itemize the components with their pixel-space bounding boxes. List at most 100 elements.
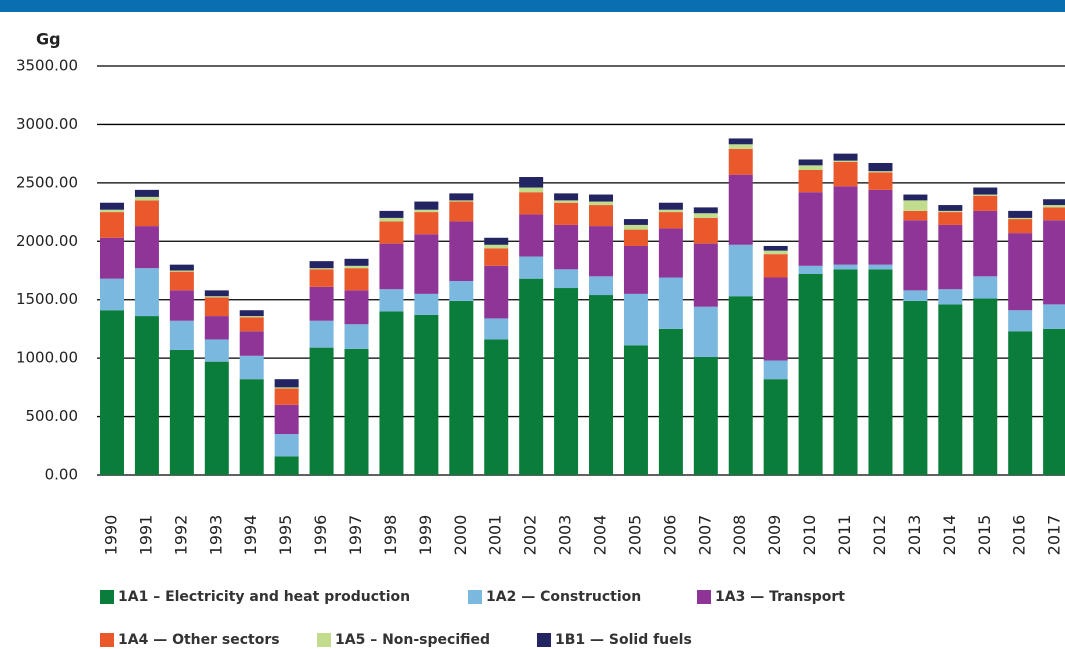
- x-tick-label: 2013: [905, 515, 924, 556]
- legend-label: 1A5 – Non-specified: [335, 632, 490, 648]
- x-tick-label: 2001: [486, 515, 505, 556]
- bar-segment: [449, 281, 474, 301]
- bar-segment: [309, 269, 334, 287]
- bar-segment: [449, 193, 474, 201]
- bar-segment: [379, 311, 404, 475]
- bar-segment: [1008, 310, 1033, 332]
- bar-segment: [973, 298, 998, 475]
- bar-segment: [763, 254, 788, 278]
- bar-segment: [1008, 217, 1033, 220]
- bar-segment: [833, 153, 858, 161]
- bar-segment: [1008, 219, 1033, 234]
- bar-segment: [693, 306, 718, 357]
- bar-segment: [554, 269, 579, 289]
- x-tick-label: 2006: [660, 515, 679, 556]
- y-tick-label: 1500.00: [16, 290, 78, 308]
- bar-segment: [903, 290, 928, 301]
- bar-segment: [1008, 233, 1033, 311]
- bar-segment: [554, 202, 579, 225]
- bar-segment: [519, 177, 544, 188]
- bar-segment: [449, 300, 474, 475]
- bar-segment: [833, 186, 858, 265]
- bar-segment: [1008, 210, 1033, 218]
- bar-segment: [798, 192, 823, 266]
- bar-segment: [204, 339, 229, 362]
- legend-label: 1B1 — Solid fuels: [555, 632, 692, 648]
- bar-segment: [169, 270, 194, 272]
- x-tick-label: 1996: [311, 515, 330, 556]
- bar-segment: [658, 328, 683, 475]
- x-tick-label: 1998: [381, 515, 400, 556]
- bar-segment: [763, 360, 788, 380]
- bar-segment: [833, 160, 858, 162]
- y-tick-label: 1000.00: [16, 349, 78, 367]
- x-tick-label: 1991: [136, 515, 155, 556]
- x-tick-label: 2016: [1010, 515, 1029, 556]
- bar-segment: [239, 331, 264, 356]
- bar-segment: [274, 379, 299, 388]
- bar-segment: [763, 277, 788, 361]
- bar-segment: [589, 205, 614, 227]
- x-tick-label: 2003: [556, 515, 575, 556]
- bar-segment: [309, 347, 334, 475]
- x-tick-label: 2007: [695, 515, 714, 556]
- legend-swatch: [697, 590, 711, 604]
- x-tick-label: 2009: [765, 515, 784, 556]
- bar-segment: [589, 194, 614, 202]
- bar-segment: [169, 349, 194, 475]
- legend-label: 1A3 — Transport: [715, 589, 845, 605]
- bar-segment: [204, 290, 229, 297]
- bar-segment: [728, 144, 753, 149]
- bar-segment: [169, 290, 194, 321]
- bar-segment: [589, 226, 614, 277]
- bar-segment: [100, 310, 124, 475]
- x-tick-label: 2012: [870, 515, 889, 556]
- bar-segment: [274, 434, 299, 457]
- bar-segment: [623, 293, 648, 346]
- y-tick-label: 2000.00: [16, 232, 78, 250]
- bar-segment: [344, 265, 369, 269]
- bar-segment: [379, 243, 404, 290]
- y-tick-label: 0.00: [45, 466, 78, 484]
- bar-segment: [204, 316, 229, 340]
- bar-segment: [554, 193, 579, 201]
- bar-segment: [204, 297, 229, 317]
- bar-segment: [903, 210, 928, 221]
- bar-segment: [763, 245, 788, 251]
- bar-segment: [414, 293, 439, 315]
- y-tick-label: 3500.00: [16, 57, 78, 75]
- bar-segment: [833, 161, 858, 187]
- bar-segment: [414, 201, 439, 210]
- bar-segment: [868, 162, 893, 172]
- bar-segment: [344, 324, 369, 349]
- x-tick-label: 1997: [346, 515, 365, 556]
- bar-segment: [100, 209, 124, 213]
- bar-segment: [169, 320, 194, 350]
- bar-segment: [519, 214, 544, 257]
- legend-swatch: [537, 633, 551, 647]
- x-tick-label: 2015: [975, 515, 994, 556]
- bar-segment: [658, 277, 683, 329]
- bar-segment: [274, 456, 299, 475]
- bar-segment: [344, 258, 369, 266]
- bar-segment: [623, 345, 648, 475]
- bar-segment: [798, 159, 823, 166]
- bar-segment: [134, 196, 159, 201]
- bar-segment: [100, 202, 124, 210]
- bar-segment: [728, 174, 753, 245]
- bar-segment: [658, 209, 683, 213]
- bar-segment: [134, 316, 159, 475]
- bar-segment: [100, 212, 124, 238]
- bar-segment: [239, 310, 264, 317]
- x-tick-label: 2017: [1045, 515, 1064, 556]
- bar-segment: [484, 318, 509, 340]
- bar-segment: [798, 274, 823, 475]
- x-tick-label: 2005: [625, 515, 644, 556]
- bar-segment: [868, 264, 893, 270]
- legend-label: 1A1 – Electricity and heat production: [118, 589, 410, 605]
- bar-segment: [973, 194, 998, 196]
- bar-segment: [309, 286, 334, 321]
- bar-segment: [379, 210, 404, 218]
- bar-segment: [868, 189, 893, 265]
- bar-segment: [519, 192, 544, 215]
